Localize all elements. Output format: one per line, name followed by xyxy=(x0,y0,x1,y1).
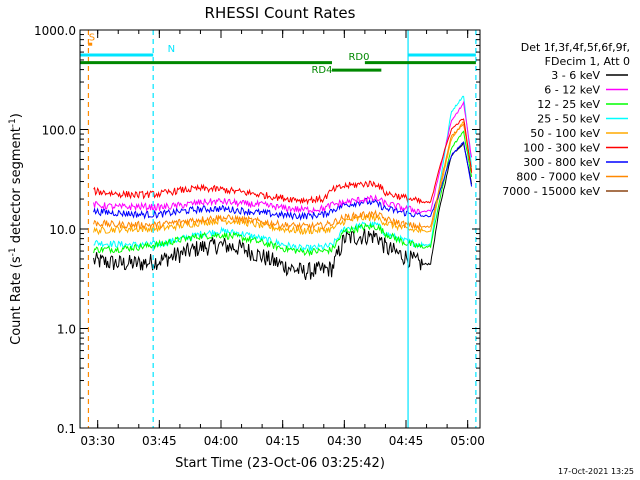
status-bar-label: RD4 xyxy=(311,65,332,76)
y-tick-label: 10.0 xyxy=(49,223,76,237)
y-axis-label-part-1: Count Rate (s xyxy=(9,256,24,345)
legend-entry-label: 6 - 12 keV xyxy=(544,84,600,97)
status-bar-label: N xyxy=(168,44,175,55)
legend-header-line-2: FDecim 1, Att 0 xyxy=(545,55,630,68)
legend-entry-label: 800 - 7000 keV xyxy=(516,171,600,184)
x-tick-label: 04:30 xyxy=(327,434,362,448)
x-axis-label: Start Time (23-Oct-06 03:25:42) xyxy=(175,456,385,471)
axes-layer: 0.1 1.0 10.0 100.0 1000.0 03:30 03:45 04:00 04:1… xyxy=(34,24,485,448)
x-tick-label: 04:00 xyxy=(204,434,239,448)
status-bar-label: RD0 xyxy=(348,52,369,63)
y-tick-label: 1.0 xyxy=(57,323,76,337)
y-axis-label-sup-1: -1 xyxy=(8,247,18,256)
x-tick-label: 05:00 xyxy=(450,434,485,448)
legend-entry-label: 50 - 100 keV xyxy=(530,127,600,140)
y-tick-label: 0.1 xyxy=(57,422,76,436)
x-tick-label: 03:30 xyxy=(80,434,115,448)
legend-entry-label: 300 - 800 keV xyxy=(523,156,600,169)
legend-entry-label: 12 - 25 keV xyxy=(537,98,600,111)
legend-header-line-1: Det 1f,3f,4f,5f,6f,9f, xyxy=(521,41,630,54)
x-tick-label: 04:45 xyxy=(389,434,424,448)
chart-title: RHESSI Count Rates xyxy=(205,4,356,22)
y-axis-label-sup-2: -1 xyxy=(8,118,18,127)
y-axis-label-part-2: detector segment xyxy=(9,127,24,247)
x-tick-label: 04:15 xyxy=(265,434,300,448)
x-tick-label: 03:45 xyxy=(142,434,177,448)
legend-entry-label: 7000 - 15000 keV xyxy=(502,185,600,198)
legend: Det 1f,3f,4f,5f,6f,9f, FDecim 1, Att 0 3… xyxy=(502,41,630,198)
y-axis-label-part-3: ) xyxy=(9,113,24,118)
legend-entry-label: 100 - 300 keV xyxy=(523,142,600,155)
legend-entry-label: 3 - 6 keV xyxy=(551,69,600,82)
y-tick-label: 1000.0 xyxy=(34,24,76,38)
status-bar-label: S xyxy=(89,33,95,44)
footer-timestamp: 17-Oct-2021 13:25 xyxy=(558,467,634,476)
y-axis-label: Count Rate (s-1 detector segment-1) xyxy=(8,113,24,345)
y-tick-label: 100.0 xyxy=(42,124,76,138)
legend-entry-label: 25 - 50 keV xyxy=(537,113,600,126)
